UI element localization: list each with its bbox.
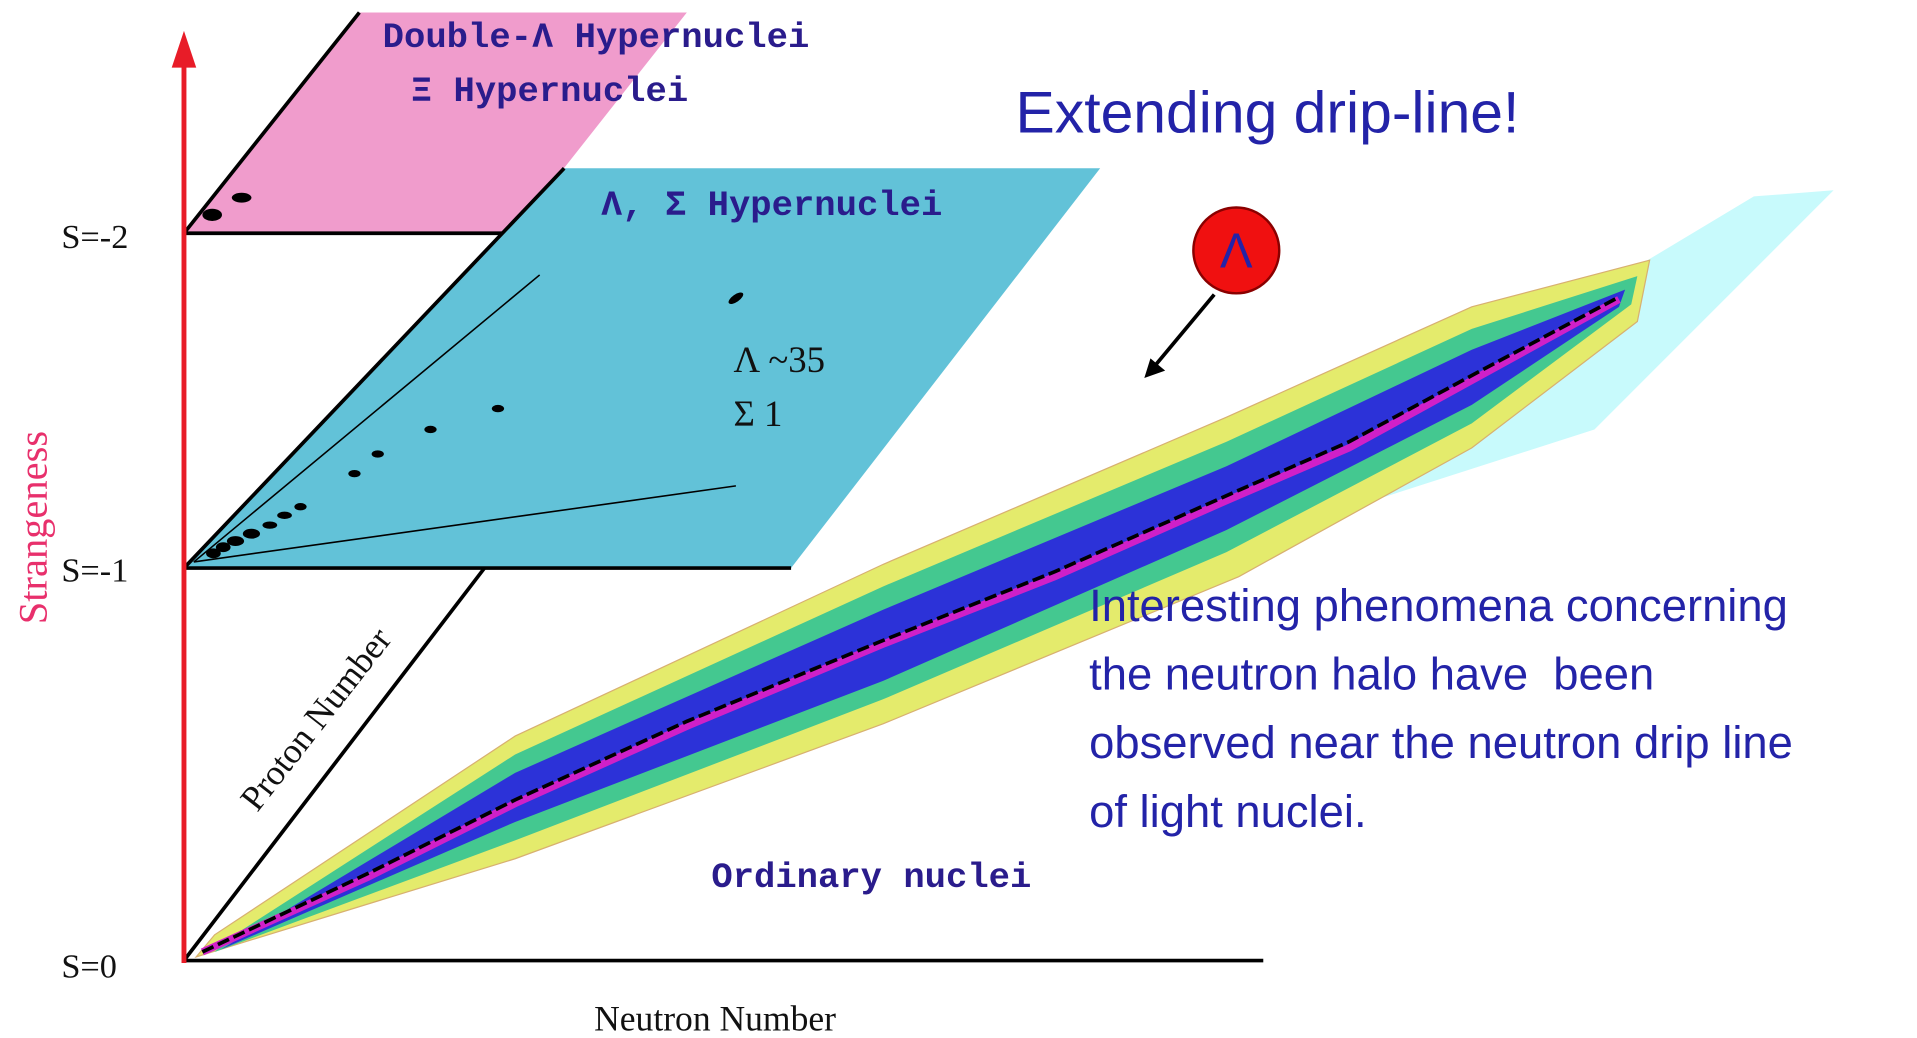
description-line: the neutron halo have been xyxy=(1089,648,1654,699)
description-line: of light nuclei. xyxy=(1089,786,1366,837)
count-label: Σ 1 xyxy=(733,393,782,434)
dot xyxy=(202,209,222,221)
plane-label: Double-Λ Hypernuclei xyxy=(383,17,810,58)
axis-label: Strangeness xyxy=(11,431,56,624)
title: Extending drip-line! xyxy=(1016,81,1520,146)
particle-label: Λ xyxy=(1220,225,1253,279)
level-label: S=-2 xyxy=(61,218,128,256)
level-label: S=-1 xyxy=(61,552,128,590)
description-line: Interesting phenomena concerning xyxy=(1089,580,1788,631)
plane-label: Λ, Σ Hypernuclei xyxy=(601,185,942,226)
dot xyxy=(232,193,252,203)
level-label: S=0 xyxy=(61,948,117,986)
description-line: observed near the neutron drip line xyxy=(1089,717,1793,768)
plane-label: Ordinary nuclei xyxy=(711,857,1031,898)
arrow xyxy=(1153,295,1214,369)
axis-arrow xyxy=(172,31,197,68)
axis-label: Neutron Number xyxy=(594,998,836,1038)
arrow-head xyxy=(1144,358,1165,378)
plane-label: Ξ Hypernuclei xyxy=(411,71,688,112)
description: Interesting phenomena concerning the neut… xyxy=(1089,580,1793,837)
slide: Λ Double-Λ Hypernuclei Ξ Hypernuclei Λ, … xyxy=(0,0,1917,1038)
count-label: Λ ~35 xyxy=(733,339,825,380)
